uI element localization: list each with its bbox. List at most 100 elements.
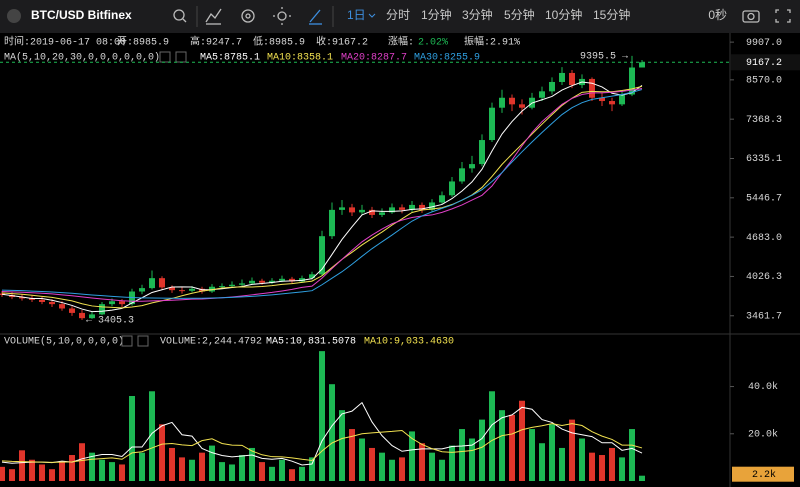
volume-bar (369, 447, 375, 481)
candle-body (39, 299, 45, 302)
volume-bar (599, 455, 605, 481)
low-annotation: ← 3405.3 (86, 316, 134, 327)
candle-body (249, 280, 255, 284)
y-tick-label: 3461.7 (746, 311, 782, 322)
candle-body (59, 304, 65, 309)
candle-body (589, 78, 595, 98)
volume-bar (239, 455, 245, 481)
last-price-label: 9167.2 (746, 58, 782, 69)
candle-body (29, 298, 35, 300)
candle-body (169, 287, 175, 291)
interval[interactable]: 5分钟 (504, 7, 535, 22)
candle-body (339, 207, 345, 210)
volume-bar (629, 429, 635, 481)
volume-bar (469, 438, 475, 481)
volume-bar (59, 462, 65, 481)
fullscreen-icon[interactable] (775, 9, 791, 23)
candle-body (539, 91, 545, 98)
last-price-box (731, 54, 800, 71)
y-tick-label: 9907.0 (746, 38, 782, 49)
ma-line (1, 89, 643, 299)
dropdown-caret (368, 13, 376, 18)
volume-bar (69, 455, 75, 481)
candle-body (409, 204, 415, 210)
volume-bar (409, 431, 415, 481)
ma-line (1, 88, 643, 302)
settings-icon[interactable] (241, 9, 255, 23)
info-time: 时间:2019-06-17 08:00 (4, 35, 126, 49)
volume-bar (9, 469, 15, 481)
symbol[interactable]: BTC/USD Bitfinex (31, 8, 132, 22)
y-tick-label: 4683.0 (746, 233, 782, 244)
candle-body (599, 97, 605, 102)
candle-body (419, 204, 425, 210)
ma-line (1, 85, 643, 309)
volume-tag-label: 2.2k (752, 469, 776, 481)
candle-body (449, 181, 455, 196)
volume-bar (399, 457, 405, 481)
volume-bar (479, 419, 485, 481)
volume-tag (732, 466, 794, 482)
volume-bar (389, 459, 395, 481)
candle-body (289, 278, 295, 282)
candle-body (319, 236, 325, 275)
volume-bar (619, 457, 625, 481)
candle-body (399, 207, 405, 210)
volume-bar (129, 396, 135, 481)
volume-ma-legend: MA5:10,831.5078 (266, 337, 356, 348)
close-button[interactable] (175, 51, 187, 63)
draw-icon[interactable] (309, 9, 322, 25)
ma-legend: MA20:8287.7 (341, 53, 407, 64)
settings-button[interactable] (121, 335, 133, 347)
candle-body (389, 207, 395, 213)
candle-body (159, 278, 165, 288)
interval-active[interactable]: 1日 (347, 8, 366, 22)
candle-body (469, 164, 475, 169)
theme-icon[interactable] (273, 7, 291, 25)
interval[interactable]: 15分钟 (593, 7, 630, 22)
info-change: 2.02% (418, 38, 448, 49)
volume-bar (319, 351, 325, 481)
candle-body (279, 278, 285, 281)
volume-ma-legend: MA10:9,033.4630 (364, 337, 454, 348)
interval[interactable]: 分时 (386, 8, 410, 22)
volume-bar (39, 464, 45, 481)
volume-bar (29, 459, 35, 481)
interval[interactable]: 1分钟 (421, 7, 452, 22)
interval[interactable]: 3分钟 (462, 7, 493, 22)
camera-icon[interactable] (742, 10, 760, 23)
candle-body (429, 202, 435, 210)
volume-tick-label: 40.0k (748, 381, 778, 393)
candle-body (19, 297, 25, 299)
volume-bar (519, 400, 525, 481)
settings-button[interactable] (159, 51, 171, 63)
close-button[interactable] (137, 335, 149, 347)
candle-body (239, 283, 245, 285)
candle-body (329, 209, 335, 237)
ma-legend: MA30:8255.9 (414, 53, 480, 64)
candle-body (629, 67, 635, 95)
volume-bar (79, 443, 85, 481)
info-high: 高:9247.7 (190, 35, 242, 49)
volume-bar (259, 462, 265, 481)
toolbar (0, 0, 800, 33)
volume-bar (529, 429, 535, 481)
volume-bar (309, 457, 315, 481)
volume-ma-line (1, 423, 643, 463)
volume-bar (489, 391, 495, 481)
search-icon[interactable] (173, 9, 187, 23)
volume-bar (419, 443, 425, 481)
volume-bar (19, 450, 25, 481)
symbol-avatar (7, 9, 21, 23)
candle-body (379, 212, 385, 215)
volume-bar (639, 475, 645, 481)
interval[interactable]: 10分钟 (545, 7, 582, 22)
ma-legend: MA5:8785.1 (200, 53, 260, 64)
candle-body (69, 308, 75, 313)
candle-body (119, 301, 125, 305)
volume-bar (429, 452, 435, 481)
candle-body (639, 62, 645, 68)
volume-bar (509, 414, 515, 481)
indicator-icon[interactable] (205, 8, 222, 25)
